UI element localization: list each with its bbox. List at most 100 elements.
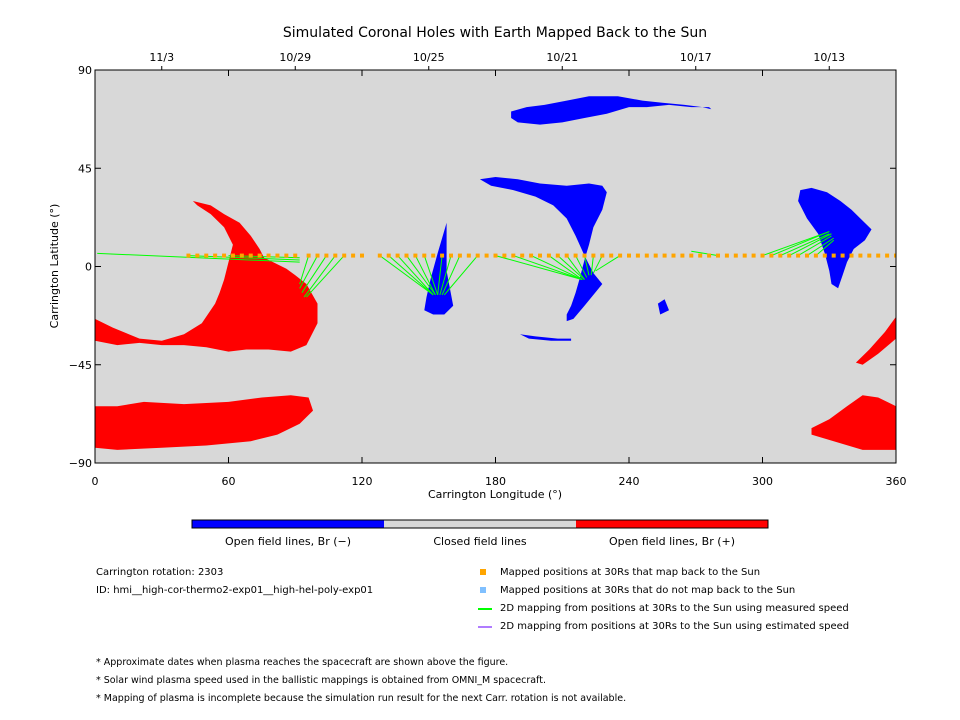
mapped-point-55 [689, 253, 694, 258]
fieldline-measured-0 [97, 252, 300, 263]
mapped-point-58 [716, 253, 720, 258]
x-tick-label: 180 [485, 475, 506, 488]
y-axis-label: Carrington Latitude (°) [48, 204, 61, 329]
fieldline-measured-29 [691, 250, 719, 257]
mapped-point-52 [662, 253, 667, 258]
footnote-speed-source: * Solar wind plasma speed used in the ba… [96, 675, 546, 686]
fieldline-measured-31 [771, 231, 830, 257]
colorbar-label-closed: Closed field lines [433, 535, 527, 548]
colorbar-negative [192, 520, 384, 528]
fieldline-measured-26 [590, 255, 594, 276]
fieldline-measured-4 [299, 255, 318, 289]
mapped-positions-layer [186, 253, 896, 258]
date-tick-label: 10/29 [279, 51, 311, 64]
mapped-point-31 [475, 253, 480, 258]
mapped-point-32 [484, 253, 489, 258]
mapped-point-11 [284, 253, 289, 258]
mapped-point-40 [555, 253, 560, 258]
mapped-point-9 [266, 253, 271, 258]
legend-swatch-orange-square [480, 569, 486, 575]
mapped-point-13 [306, 253, 311, 258]
mapped-point-14 [315, 253, 320, 258]
fieldline-measured-33 [788, 233, 832, 257]
mapped-point-57 [707, 253, 712, 258]
coronal-hole-positive-8 [811, 395, 896, 450]
mapped-point-72 [840, 253, 845, 258]
fieldline-measured-23 [566, 255, 585, 280]
fieldline-measured-28 [595, 255, 621, 272]
mapped-point-71 [831, 253, 836, 258]
mapped-point-33 [493, 253, 498, 258]
fieldline-measured-3 [299, 255, 310, 285]
mapped-point-45 [600, 253, 605, 258]
mapped-point-0 [186, 253, 191, 258]
mapped-point-3 [213, 253, 218, 258]
mapped-point-35 [511, 253, 516, 258]
fieldline-measured-36 [815, 239, 835, 256]
y-tick-label: −45 [69, 359, 92, 372]
y-tick-label: 0 [85, 261, 92, 274]
fieldline-measured-15 [439, 255, 452, 296]
mapped-point-7 [248, 253, 253, 258]
mapped-point-70 [822, 253, 827, 258]
legend-label: 2D mapping from positions at 30Rs to the… [500, 621, 850, 632]
mapped-point-17 [342, 253, 347, 258]
x-tick-label: 360 [886, 475, 907, 488]
fieldline-measured-30 [762, 231, 830, 257]
fieldline-measured-25 [584, 255, 590, 276]
coronal-hole-positive-9 [855, 316, 896, 365]
fieldline-measured-11 [406, 255, 436, 296]
mapped-point-73 [849, 253, 854, 258]
date-axis-ticks: 11/3 10/29 10/25 10/21 10/17 10/13 [149, 51, 845, 70]
coronal-hole-negative-0 [511, 96, 712, 125]
fieldline-measured-27 [592, 255, 603, 274]
fieldline-measured-19 [513, 255, 583, 281]
mapped-point-10 [275, 253, 280, 258]
mapped-point-20 [377, 253, 382, 258]
legend-label: Mapped positions at 30Rs that map back t… [500, 567, 761, 578]
colorbar-positive [576, 520, 768, 528]
mapped-point-23 [404, 253, 409, 258]
mapped-point-68 [805, 253, 809, 258]
fieldline-measured-13 [423, 255, 439, 296]
mapped-point-67 [796, 253, 801, 258]
carrington-rotation-label: Carrington rotation: 2303 [96, 567, 224, 578]
fieldline-measured-34 [797, 235, 832, 257]
fieldline-measured-16 [441, 255, 461, 296]
colorbar-label-positive: Open field lines, Br (+) [609, 535, 735, 548]
mapped-point-59 [724, 253, 729, 258]
date-tick-label: 10/21 [546, 51, 578, 64]
mapped-point-24 [413, 253, 418, 258]
colorbar-frame [191, 519, 769, 529]
mapped-point-5 [230, 253, 235, 258]
colorbar-label-negative: Open field lines, Br (−) [225, 535, 351, 548]
mapped-point-42 [573, 253, 578, 258]
coronal-hole-positive-6 [95, 201, 318, 352]
fieldline-measured-18 [495, 255, 583, 281]
mapped-point-77 [885, 253, 890, 258]
fieldline-measured-10 [397, 255, 434, 296]
mapped-point-34 [502, 253, 507, 258]
coronal-hole-negative-2 [424, 222, 454, 315]
coronal-hole-negative-4 [657, 299, 669, 315]
mapped-point-15 [324, 253, 329, 258]
y-tick-label: 90 [78, 64, 92, 77]
fieldline-measured-12 [414, 255, 436, 296]
mapped-point-53 [671, 253, 676, 258]
mapped-point-48 [627, 253, 631, 258]
fieldline-measured-5 [301, 255, 327, 293]
mapped-point-50 [644, 253, 649, 258]
colorbar-closed [384, 520, 576, 528]
chart-title: Simulated Coronal Holes with Earth Mappe… [283, 25, 707, 41]
date-tick-label: 10/17 [680, 51, 712, 64]
mapped-point-56 [698, 253, 703, 258]
mapped-point-28 [449, 253, 453, 258]
mapped-point-78 [894, 253, 896, 258]
mapped-point-6 [239, 253, 244, 258]
fieldline-measured-35 [806, 237, 834, 257]
x-tick-label: 300 [752, 475, 773, 488]
fieldline-measured-22 [557, 255, 585, 280]
legend-swatch-lightblue-square [480, 587, 486, 593]
mapped-point-65 [778, 253, 783, 258]
mapped-point-69 [813, 253, 818, 258]
